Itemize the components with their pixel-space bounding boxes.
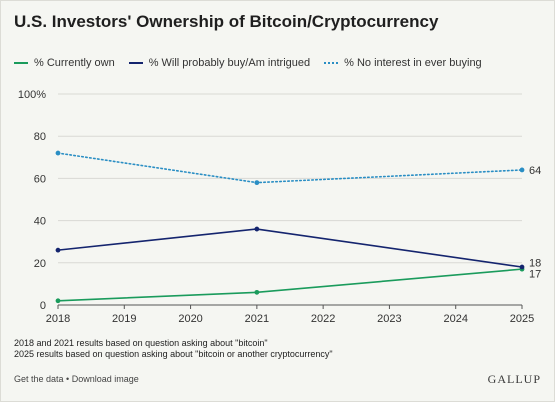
legend-item-currently-own: % Currently own xyxy=(14,57,115,69)
data-point xyxy=(254,226,260,232)
data-point xyxy=(519,167,525,173)
data-point xyxy=(254,289,260,295)
legend-item-no-interest: % No interest in ever buying xyxy=(324,57,482,69)
gallup-logo: GALLUP xyxy=(487,372,541,386)
x-tick-label: 2023 xyxy=(377,313,401,325)
legend-swatch-no-interest xyxy=(324,62,339,64)
y-tick-label: 0 xyxy=(40,300,46,312)
x-tick-label: 2019 xyxy=(112,313,136,325)
x-tick-label: 2021 xyxy=(245,313,269,325)
legend-swatch-will-buy xyxy=(128,62,143,64)
y-tick-label: 80 xyxy=(34,131,46,143)
data-point xyxy=(55,247,61,253)
footer-separator: • xyxy=(63,374,72,384)
chart-title: U.S. Investors' Ownership of Bitcoin/Cry… xyxy=(14,12,439,31)
download-image-link[interactable]: Download image xyxy=(71,374,139,384)
legend: % Currently own % Will probably buy/Am i… xyxy=(14,57,482,69)
note-line-2: 2025 results based on question asking ab… xyxy=(14,349,333,359)
chart-notes: 2018 and 2021 results based on question … xyxy=(14,338,333,360)
end-value-label: 18 xyxy=(529,258,541,270)
y-tick-label: 100% xyxy=(18,89,46,101)
x-tick-label: 2018 xyxy=(46,313,70,325)
legend-label-no-interest: % No interest in ever buying xyxy=(344,57,482,69)
legend-item-will-buy: % Will probably buy/Am intrigued xyxy=(128,57,311,69)
data-point xyxy=(55,150,61,156)
end-value-label: 64 xyxy=(529,165,541,177)
x-tick-label: 2025 xyxy=(510,313,534,325)
get-data-link[interactable]: Get the data xyxy=(14,374,64,384)
y-tick-label: 60 xyxy=(34,173,46,185)
series-line xyxy=(57,228,523,268)
end-value-label: 17 xyxy=(529,269,541,281)
x-tick-label: 2020 xyxy=(178,313,202,325)
legend-swatch-currently-own xyxy=(14,62,28,64)
data-point xyxy=(254,180,260,186)
legend-label-will-buy: % Will probably buy/Am intrigued xyxy=(148,57,311,69)
x-tick-label: 2022 xyxy=(311,313,335,325)
legend-label-currently-own: % Currently own xyxy=(34,57,115,69)
footer-links: Get the data • Download image xyxy=(14,374,139,384)
note-line-1: 2018 and 2021 results based on question … xyxy=(14,338,268,348)
data-point xyxy=(519,264,525,270)
line-chart: 0 20 40 60 80 100% 2018 2019 2020 2021 2022 2023 202… xyxy=(18,89,541,325)
y-tick-label: 40 xyxy=(34,216,46,228)
series-line xyxy=(57,268,523,302)
data-point xyxy=(55,298,61,304)
x-tick-label: 2024 xyxy=(443,313,467,325)
y-tick-label: 20 xyxy=(34,258,46,270)
